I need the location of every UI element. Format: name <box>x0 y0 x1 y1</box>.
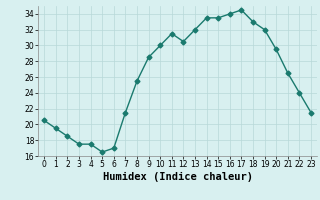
X-axis label: Humidex (Indice chaleur): Humidex (Indice chaleur) <box>103 172 252 182</box>
